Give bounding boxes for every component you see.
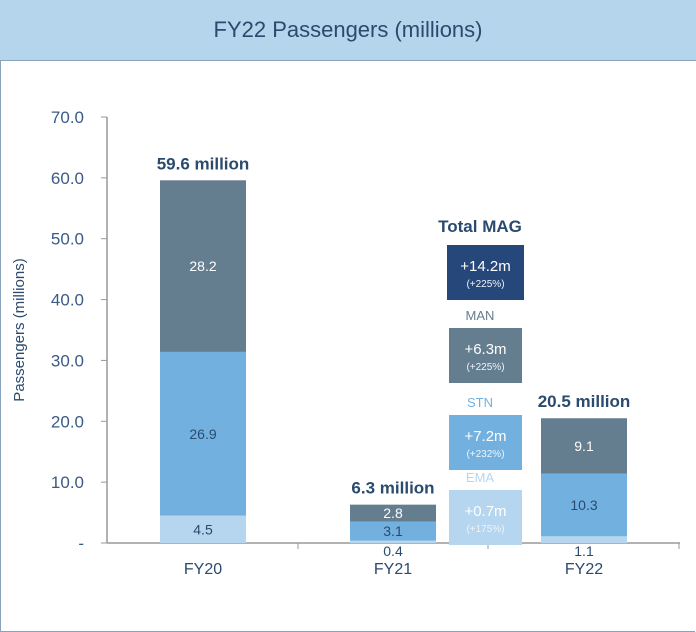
bar-segment [160,515,246,543]
annotation-box [447,245,524,300]
x-tick-label: FY21 [374,561,412,578]
y-tick-label: - [78,534,84,553]
data-label: 28.2 [189,258,216,274]
bar-segment [160,351,246,516]
annotation-box [449,328,522,383]
annotation-box [449,490,522,545]
annotation-header: Total MAG [438,217,522,236]
annotation-label: EMA [466,470,495,485]
data-label: 4.5 [193,521,213,537]
y-tick-label: 40.0 [51,291,84,310]
bar-segment [350,521,436,541]
x-tick-label: FY22 [565,561,603,578]
data-label: 2.8 [383,505,403,521]
y-tick-label: 50.0 [51,230,84,249]
annotation-value: +14.2m [460,258,510,275]
y-tick-label: 70.0 [51,108,84,127]
data-label: 0.4 [383,543,403,559]
annotation-value: +7.2m [464,428,506,445]
annotation-label: MAN [466,308,495,323]
y-tick-label: 30.0 [51,351,84,370]
total-label: 6.3 million [351,479,434,498]
y-tick-label: 20.0 [51,412,84,431]
bar-segment [541,418,627,474]
bar-segment [160,180,246,352]
bar-segment [350,504,436,522]
total-label: 20.5 million [538,392,631,411]
annotation-pct: (+225%) [466,279,504,290]
chart-title: FY22 Passengers (millions) [0,0,696,61]
annotation-pct: (+225%) [466,362,504,373]
annotation-value: +0.7m [464,503,506,520]
x-tick-label: FY20 [184,561,222,578]
data-label: 1.1 [574,543,594,559]
annotation-pct: (+175%) [466,524,504,535]
data-label: 3.1 [383,523,403,539]
bar-segment [541,536,627,543]
y-tick-label: 60.0 [51,169,84,188]
data-label: 26.9 [189,426,216,442]
data-label: 10.3 [570,497,597,513]
bar-segment [350,540,436,543]
annotation-pct: (+232%) [466,449,504,460]
data-label: 9.1 [574,438,594,454]
y-tick-label: 10.0 [51,473,84,492]
annotation-value: +6.3m [464,341,506,358]
y-axis-label: Passengers (millions) [11,258,28,401]
total-label: 59.6 million [157,154,250,173]
bar-segment [541,473,627,537]
annotation-label: STN [467,395,493,410]
annotation-box [449,415,522,470]
